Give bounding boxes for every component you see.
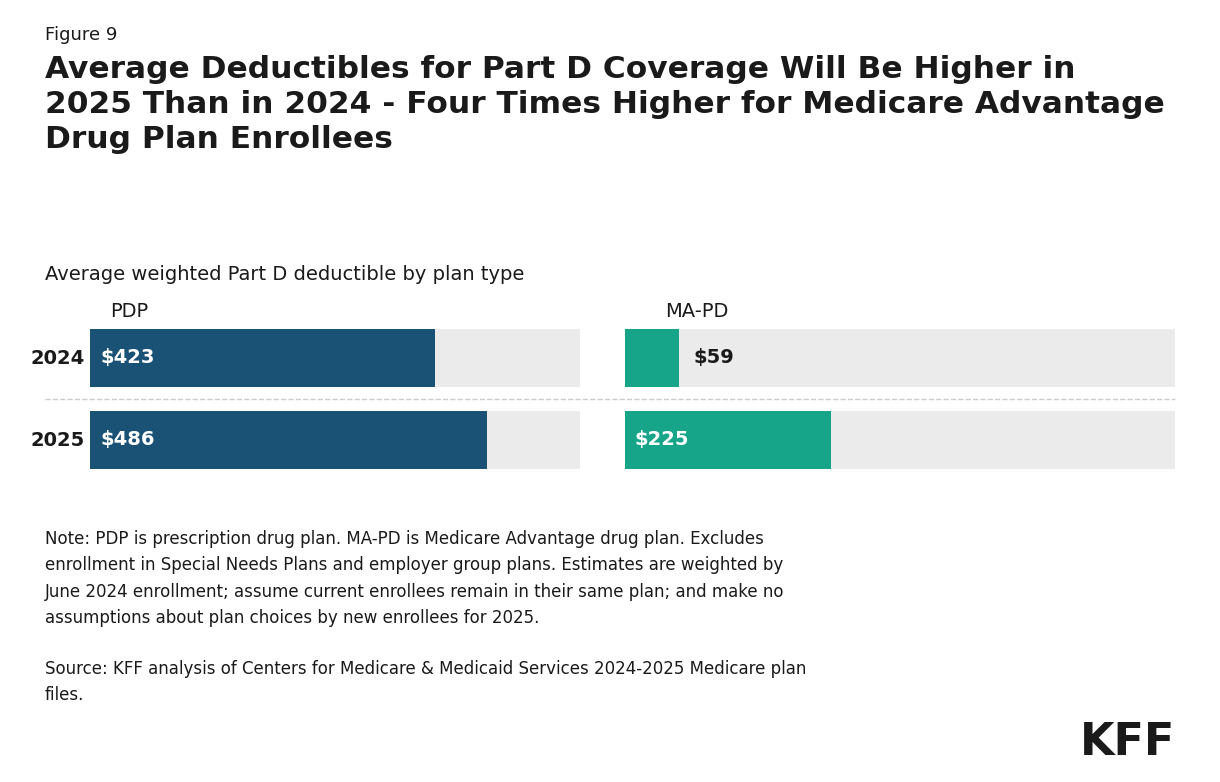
Text: Average Deductibles for Part D Coverage Will Be Higher in
2025 Than in 2024 - Fo: Average Deductibles for Part D Coverage … xyxy=(45,55,1165,153)
Bar xyxy=(90,329,436,387)
Text: Figure 9: Figure 9 xyxy=(45,26,117,44)
Bar xyxy=(625,329,680,387)
Text: Note: PDP is prescription drug plan. MA-PD is Medicare Advantage drug plan. Excl: Note: PDP is prescription drug plan. MA-… xyxy=(45,530,784,627)
Text: 2025: 2025 xyxy=(30,431,84,450)
Text: Average weighted Part D deductible by plan type: Average weighted Part D deductible by pl… xyxy=(45,265,525,284)
Bar xyxy=(625,411,1175,469)
Text: Source: KFF analysis of Centers for Medicare & Medicaid Services 2024-2025 Medic: Source: KFF analysis of Centers for Medi… xyxy=(45,660,806,705)
Text: MA-PD: MA-PD xyxy=(665,302,728,321)
Bar xyxy=(625,411,831,469)
Text: 2024: 2024 xyxy=(30,349,84,368)
Text: KFF: KFF xyxy=(1080,721,1175,764)
Bar xyxy=(90,329,580,387)
Text: $486: $486 xyxy=(100,431,155,450)
Bar xyxy=(90,411,580,469)
Text: $59: $59 xyxy=(693,349,734,368)
Text: $225: $225 xyxy=(634,431,689,450)
Bar xyxy=(625,329,1175,387)
Bar xyxy=(90,411,487,469)
Text: PDP: PDP xyxy=(110,302,148,321)
Text: $423: $423 xyxy=(100,349,155,368)
